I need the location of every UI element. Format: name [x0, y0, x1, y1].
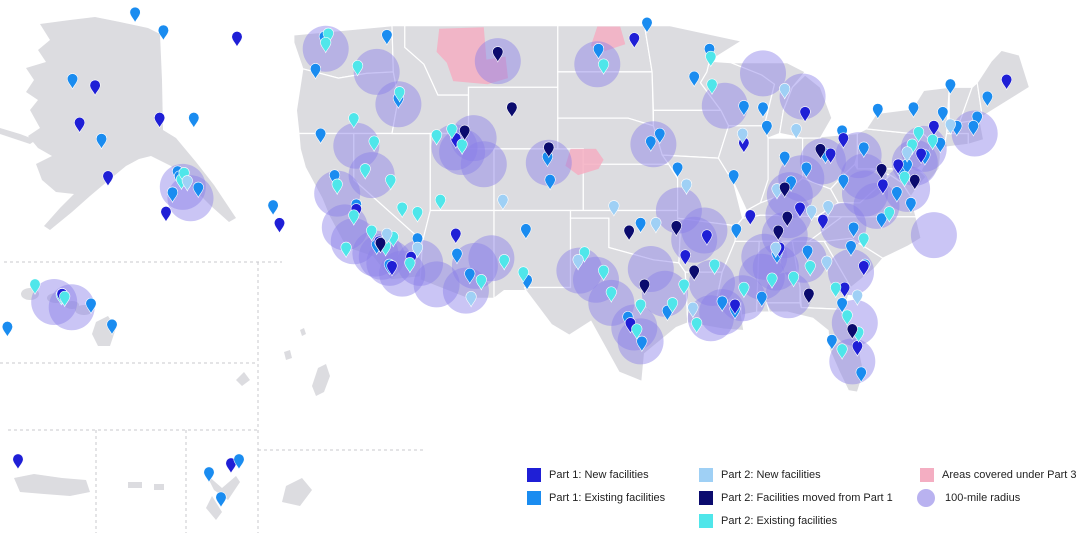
part3-areas [436, 26, 626, 176]
legend-swatch [920, 468, 934, 482]
legend-label: Areas covered under Part 3 [942, 469, 1077, 481]
radius-circle [778, 155, 825, 202]
legend-item-radius: 100-mile radius [917, 489, 1020, 507]
part3-area [436, 27, 508, 85]
radius-circle [765, 272, 812, 319]
inset-separators [0, 261, 425, 533]
radius-circle [910, 212, 957, 259]
pacific-territories [14, 328, 330, 520]
radius-circle [468, 235, 515, 282]
legend-label: Part 2: New facilities [721, 469, 821, 481]
radius-circle [397, 239, 444, 286]
radius-circle [353, 48, 400, 95]
radius-circle [451, 242, 498, 289]
state-shape [766, 302, 865, 393]
radius-circle [701, 82, 748, 129]
legend-item-part1-new: Part 1: New facilities [527, 468, 649, 482]
facility-pin-p1-new[interactable] [160, 205, 172, 223]
radius-circle [779, 73, 826, 120]
radius-circle [574, 41, 621, 88]
legend-swatch [699, 491, 713, 505]
facility-pin-p1-existing[interactable] [129, 6, 141, 23]
legend-label: Part 2: Facilities moved from Part 1 [721, 492, 893, 504]
legend-item-part3-areas: Areas covered under Part 3 [920, 468, 1077, 482]
facility-pin-p1-new[interactable] [231, 30, 243, 48]
radius-circle [333, 122, 380, 169]
legend-label: Part 1: New facilities [549, 469, 649, 481]
legend-item-part1-existing: Part 1: Existing facilities [527, 491, 665, 505]
legend-item-part2-moved: Part 2: Facilities moved from Part 1 [699, 491, 893, 505]
radius-circle [842, 170, 888, 217]
radius-circle [556, 247, 603, 294]
facility-pin-p1-existing[interactable] [267, 199, 279, 216]
facility-pin-p1-new[interactable] [273, 217, 286, 234]
radius-circle [752, 244, 799, 291]
part3-area [565, 148, 604, 176]
radius-circle [413, 261, 460, 308]
legend-swatch [699, 468, 713, 482]
radius-circle [348, 152, 395, 199]
radius-circle [460, 141, 507, 188]
radius-circle [780, 236, 827, 283]
radius-circle [627, 246, 674, 292]
legend-label: Part 2: Existing facilities [721, 515, 838, 527]
radius-circle [820, 202, 867, 249]
radius-circle [835, 132, 882, 179]
legend: Part 1: New facilities Part 1: Existing … [0, 462, 1085, 539]
legend-label: Part 1: Existing facilities [549, 492, 666, 504]
legend-item-part2-existing: Part 2: Existing facilities [699, 514, 837, 528]
radius-circle [840, 153, 887, 200]
radius-circle [689, 259, 735, 306]
radius-circle [738, 253, 785, 300]
radius-circle [740, 50, 786, 97]
legend-swatch [527, 491, 541, 505]
legend-swatch [917, 489, 935, 507]
radius-circle [330, 218, 377, 265]
radius-circle [588, 279, 635, 326]
facility-pin-p1-existing[interactable] [188, 111, 200, 129]
legend-label: 100-mile radius [945, 492, 1021, 504]
legend-swatch [699, 514, 713, 528]
legend-item-part2-new: Part 2: New facilities [699, 468, 821, 482]
radius-circle [655, 187, 702, 234]
facility-pin-p1-existing[interactable] [1, 320, 14, 338]
legend-swatch [527, 468, 541, 482]
